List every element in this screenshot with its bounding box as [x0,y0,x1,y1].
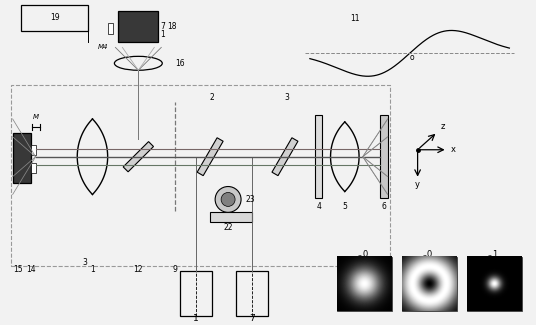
Text: 12: 12 [133,265,143,274]
Text: 2: 2 [210,93,214,102]
Text: 11: 11 [350,14,360,23]
Text: 0: 0 [427,250,432,259]
Circle shape [215,187,241,212]
Text: 1: 1 [90,265,95,274]
Bar [118,11,158,43]
Text: 7: 7 [249,314,255,323]
Text: x: x [451,145,456,154]
Bar [315,115,322,199]
Text: 18: 18 [167,22,177,31]
Text: 14: 14 [26,265,35,274]
Bar [210,212,252,222]
Text: 1: 1 [160,30,165,39]
Bar [13,133,31,183]
Text: 23: 23 [245,195,255,204]
Text: 5: 5 [343,202,347,211]
Bar [31,163,35,173]
Bar [236,271,268,316]
Circle shape [221,192,235,206]
Text: 0: 0 [362,250,367,259]
Bar [108,22,114,34]
Bar [180,271,212,316]
Text: 7: 7 [160,22,165,31]
Text: 15: 15 [13,265,23,274]
Bar [467,256,522,311]
Bar [31,145,35,155]
Bar [337,256,392,311]
Polygon shape [123,142,153,172]
Text: 6: 6 [381,202,386,211]
Text: 9: 9 [173,265,177,274]
Text: 3: 3 [285,93,289,102]
Polygon shape [197,138,223,176]
Text: 4: 4 [316,202,321,211]
Text: y: y [415,180,420,189]
Text: 19: 19 [50,13,59,22]
Text: 2: 2 [358,255,362,261]
Text: o: o [410,53,414,62]
Text: 1: 1 [193,314,199,323]
Text: 2: 2 [487,255,492,261]
Bar [402,256,457,311]
Text: z: z [441,123,445,131]
Text: 3: 3 [82,257,87,266]
Polygon shape [272,138,298,176]
Text: 1: 1 [492,250,497,259]
Text: 2: 2 [422,255,427,261]
Text: 22: 22 [224,223,233,232]
Text: M4: M4 [98,45,108,50]
Text: M: M [33,114,39,120]
Bar [21,5,88,31]
Text: 16: 16 [175,59,185,68]
Bar [379,115,388,199]
